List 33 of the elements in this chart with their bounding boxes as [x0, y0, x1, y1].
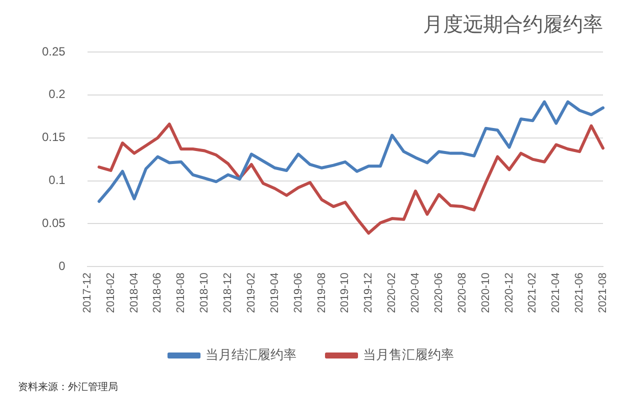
- x-tick-label: 2018-06: [152, 272, 164, 314]
- y-tick-label: 0.15: [42, 130, 66, 144]
- x-tick-label: 2020-08: [456, 272, 468, 314]
- legend-label: 当月结汇履约率: [206, 346, 296, 363]
- legend-label: 当月售汇履约率: [363, 346, 454, 363]
- y-tick-label: 0.1: [48, 173, 66, 188]
- x-tick-label: 2021-02: [526, 272, 539, 314]
- x-tick-label: 2020-10: [480, 272, 492, 314]
- x-tick-label: 2019-08: [316, 272, 328, 314]
- x-tick-label: 2018-10: [198, 272, 211, 314]
- x-tick-label: 2019-02: [245, 272, 258, 314]
- y-tick-label: 0.05: [42, 216, 66, 230]
- x-tick-label: 2021-08: [597, 272, 610, 314]
- x-tick-label: 2019-06: [292, 272, 304, 314]
- x-tick-label: 2019-04: [268, 272, 281, 314]
- x-tick-label: 2020-06: [432, 272, 445, 314]
- x-tick-label: 2020-12: [503, 272, 516, 314]
- x-tick-label: 2021-06: [574, 272, 586, 314]
- chart-title: 月度远期合约履约率: [423, 12, 603, 36]
- x-tick-label: 2019-12: [362, 272, 375, 314]
- x-tick-label: 2018-04: [128, 272, 140, 314]
- x-tick-label: 2017-12: [81, 272, 94, 314]
- x-tick-label: 2020-02: [386, 272, 398, 314]
- text: 资料来源：外汇管理局: [18, 380, 118, 394]
- x-tick-label: 2018-08: [175, 272, 188, 314]
- x-tick-label: 2019-10: [339, 272, 352, 314]
- y-tick-label: 0.25: [42, 44, 66, 58]
- x-tick-label: 2020-04: [410, 272, 422, 314]
- x-tick-label: 2021-04: [550, 272, 562, 314]
- y-tick-label: 0.2: [48, 87, 66, 102]
- y-tick-label: 0: [58, 258, 66, 273]
- x-tick-label: 2018-02: [104, 272, 117, 314]
- x-tick-label: 2018-12: [222, 272, 234, 314]
